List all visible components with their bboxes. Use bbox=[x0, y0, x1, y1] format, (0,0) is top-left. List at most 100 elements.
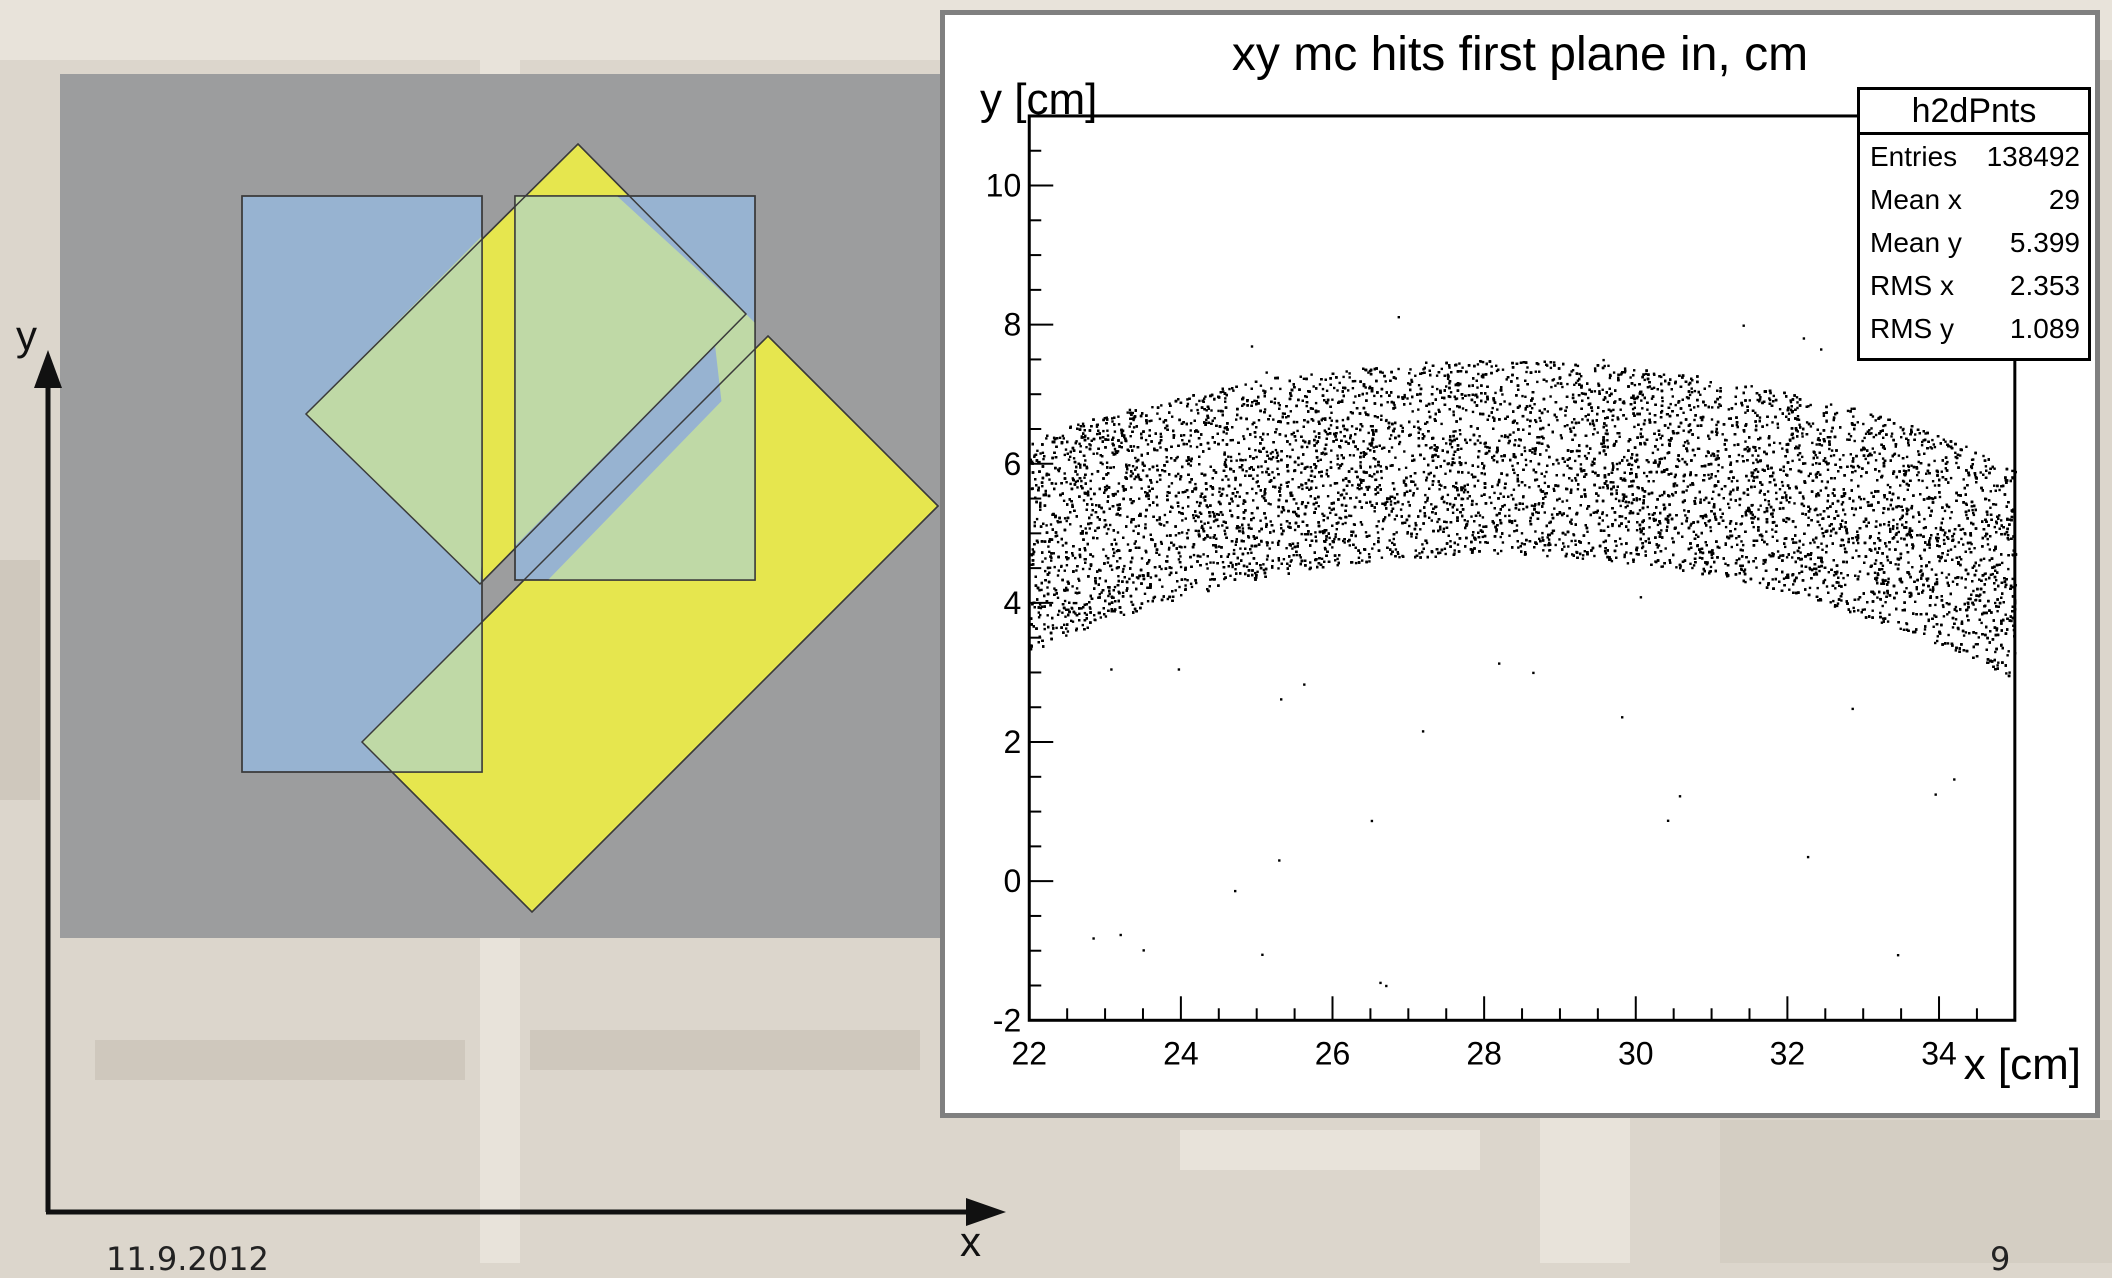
hit-point bbox=[1566, 424, 1568, 426]
hit-point bbox=[1066, 564, 1068, 566]
hit-point bbox=[1038, 611, 1040, 613]
hit-point bbox=[1044, 557, 1046, 559]
hit-point bbox=[1954, 545, 1956, 547]
hit-point bbox=[1566, 515, 1568, 517]
hit-point bbox=[1631, 464, 1633, 466]
hit-point bbox=[1993, 485, 1995, 487]
hit-point bbox=[1531, 451, 1533, 453]
hit-point bbox=[1759, 396, 1761, 398]
hit-point bbox=[1615, 498, 1617, 500]
hit-point bbox=[1073, 602, 1075, 604]
hit-point bbox=[1503, 400, 1505, 402]
hit-point bbox=[1622, 500, 1624, 502]
hit-point bbox=[2006, 654, 2008, 656]
hit-point bbox=[1065, 587, 1067, 589]
hit-point bbox=[1235, 418, 1237, 420]
hit-point bbox=[1368, 560, 1370, 562]
hit-point bbox=[1751, 385, 1753, 387]
hit-point bbox=[1894, 453, 1896, 455]
hit-point bbox=[1921, 444, 1923, 446]
hit-point bbox=[1854, 440, 1856, 442]
hit-point bbox=[1358, 557, 1360, 559]
hit-point bbox=[1069, 523, 1071, 525]
hit-point bbox=[1607, 401, 1609, 403]
hit-point bbox=[1200, 520, 1202, 522]
hit-point bbox=[1659, 495, 1661, 497]
hit-point bbox=[1234, 568, 1236, 570]
hit-point bbox=[1127, 543, 1129, 545]
hit-point bbox=[1985, 578, 1987, 580]
hit-point bbox=[1042, 458, 1044, 460]
hit-point bbox=[1681, 523, 1683, 525]
hit-point bbox=[1032, 548, 1034, 550]
hit-point bbox=[1887, 484, 1889, 486]
hit-point bbox=[1885, 545, 1887, 547]
hit-point bbox=[1994, 602, 1996, 604]
hit-point bbox=[1065, 627, 1067, 629]
hit-point bbox=[1068, 459, 1070, 461]
hit-point bbox=[1365, 486, 1367, 488]
y-arrow-head bbox=[34, 350, 62, 388]
hit-point bbox=[1478, 435, 1480, 437]
hit-point bbox=[1850, 479, 1852, 481]
hit-point bbox=[1970, 534, 1972, 536]
hit-point bbox=[1490, 502, 1492, 504]
hit-point bbox=[1741, 455, 1743, 457]
hit-point bbox=[1594, 367, 1596, 369]
hit-point bbox=[1721, 488, 1723, 490]
hit-point bbox=[1090, 514, 1092, 516]
hit-point bbox=[1591, 410, 1593, 412]
hit-point bbox=[1266, 558, 1268, 560]
hit-point bbox=[1199, 555, 1201, 557]
hit-point bbox=[1547, 446, 1549, 448]
hit-point bbox=[1414, 522, 1416, 524]
hit-point bbox=[1449, 540, 1451, 542]
hit-point bbox=[1830, 455, 1832, 457]
hit-point bbox=[1821, 480, 1823, 482]
hit-point bbox=[1175, 534, 1177, 536]
hit-point bbox=[1736, 544, 1738, 546]
hit-point bbox=[1772, 536, 1774, 538]
hit-point bbox=[1202, 553, 1204, 555]
hit-point bbox=[1271, 541, 1273, 543]
hit-point bbox=[1903, 629, 1905, 631]
hit-point bbox=[1689, 563, 1691, 565]
hit-point bbox=[1792, 583, 1794, 585]
hit-point bbox=[1900, 426, 1902, 428]
hit-point bbox=[1440, 423, 1442, 425]
hit-point bbox=[1359, 552, 1361, 554]
hit-point bbox=[1477, 439, 1479, 441]
hit-point bbox=[1195, 530, 1197, 532]
hit-point bbox=[1850, 435, 1852, 437]
hit-point bbox=[1715, 424, 1717, 426]
hit-point bbox=[1285, 416, 1287, 418]
hit-point bbox=[1841, 593, 1843, 595]
hit-point bbox=[1906, 456, 1908, 458]
hit-point bbox=[1445, 521, 1447, 523]
hit-point bbox=[1721, 466, 1723, 468]
hit-point bbox=[1919, 555, 1921, 557]
hit-point bbox=[1854, 424, 1856, 426]
hit-point bbox=[1415, 549, 1417, 551]
hit-point bbox=[1960, 538, 1962, 540]
hit-point bbox=[2007, 568, 2009, 570]
hit-point bbox=[1801, 435, 1803, 437]
hit-point bbox=[1887, 578, 1889, 580]
hit-point bbox=[1365, 531, 1367, 533]
hit-point bbox=[1077, 424, 1079, 426]
hit-point bbox=[1939, 496, 1941, 498]
hit-point bbox=[1122, 592, 1124, 594]
hit-point bbox=[1218, 491, 1220, 493]
hit-point bbox=[1860, 498, 1862, 500]
hit-point bbox=[1279, 404, 1281, 406]
hit-point bbox=[1951, 511, 1953, 513]
hit-point bbox=[1710, 566, 1712, 568]
hit-point bbox=[1794, 526, 1796, 528]
hit-point bbox=[1644, 550, 1646, 552]
hit-point bbox=[1385, 420, 1387, 422]
hit-point bbox=[1566, 499, 1568, 501]
hit-point bbox=[1965, 631, 1967, 633]
hit-point bbox=[1186, 579, 1188, 581]
hit-point bbox=[1175, 457, 1177, 459]
hit-point bbox=[1436, 375, 1438, 377]
